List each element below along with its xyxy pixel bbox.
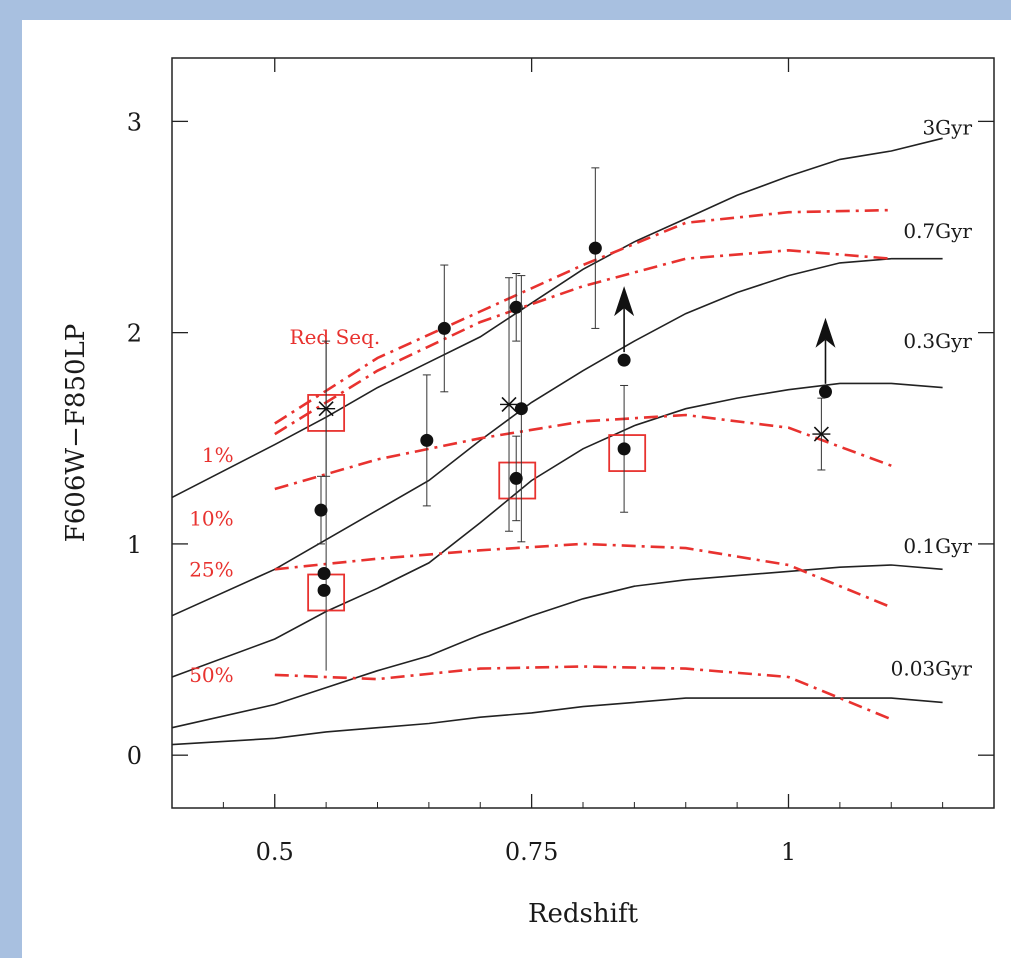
model-curve-label: 3Gyr bbox=[922, 116, 972, 140]
data-point bbox=[617, 442, 631, 456]
model-curve bbox=[171, 564, 943, 729]
red-curve-label: 50% bbox=[189, 663, 233, 687]
data-point bbox=[317, 583, 331, 597]
model-curve bbox=[171, 697, 943, 746]
highlight-box bbox=[608, 434, 647, 472]
data-point bbox=[420, 433, 434, 447]
data-point bbox=[437, 321, 451, 335]
model-curve bbox=[171, 257, 943, 617]
y-tick-label: 1 bbox=[127, 531, 142, 559]
red-curve-label: 10% bbox=[189, 507, 233, 531]
red-curve-label: Red Seq. bbox=[290, 325, 381, 349]
x-axis-label: Redshift bbox=[528, 899, 639, 929]
y-axis-label: F606W−F850LP bbox=[61, 324, 91, 543]
red-model-curve bbox=[274, 413, 892, 491]
chart: 0.5 0.75 1 0 1 2 3 Redshift F606W−F850LP 3Gyr 0.7G… bbox=[61, 57, 995, 929]
model-curve bbox=[171, 137, 943, 499]
red-model-curve bbox=[274, 542, 892, 609]
red-model-curve bbox=[274, 665, 892, 721]
x-tick-label: 0.75 bbox=[505, 838, 558, 866]
lower-limit-arrow bbox=[614, 286, 635, 317]
data-point bbox=[617, 353, 631, 367]
data-point bbox=[818, 385, 832, 399]
red-model-curve bbox=[274, 248, 892, 436]
data-point bbox=[314, 503, 328, 517]
red-curve-label: 1% bbox=[202, 443, 234, 467]
data-point bbox=[509, 300, 523, 314]
x-tick-label: 1 bbox=[781, 838, 796, 866]
model-curve-label: 0.7Gyr bbox=[903, 219, 972, 243]
y-tick-label: 3 bbox=[127, 108, 142, 136]
data-point bbox=[509, 471, 523, 485]
highlight-box bbox=[498, 461, 537, 500]
red-model-curve bbox=[274, 208, 892, 425]
red-curve-label: 25% bbox=[189, 557, 233, 581]
y-tick-label: 2 bbox=[127, 320, 142, 348]
data-point bbox=[317, 566, 331, 580]
y-tick-label: 0 bbox=[127, 742, 142, 770]
model-curve-label: 0.3Gyr bbox=[903, 329, 972, 353]
model-curve-label: 0.03Gyr bbox=[891, 657, 973, 681]
x-tick-label: 0.5 bbox=[256, 838, 294, 866]
lower-limit-arrow bbox=[815, 317, 836, 348]
model-curve-label: 0.1Gyr bbox=[903, 534, 972, 558]
data-point bbox=[514, 402, 528, 416]
figure-panel: 0.5 0.75 1 0 1 2 3 Redshift F606W−F850LP 3Gyr 0.7G… bbox=[22, 20, 1011, 958]
data-point bbox=[588, 241, 602, 255]
